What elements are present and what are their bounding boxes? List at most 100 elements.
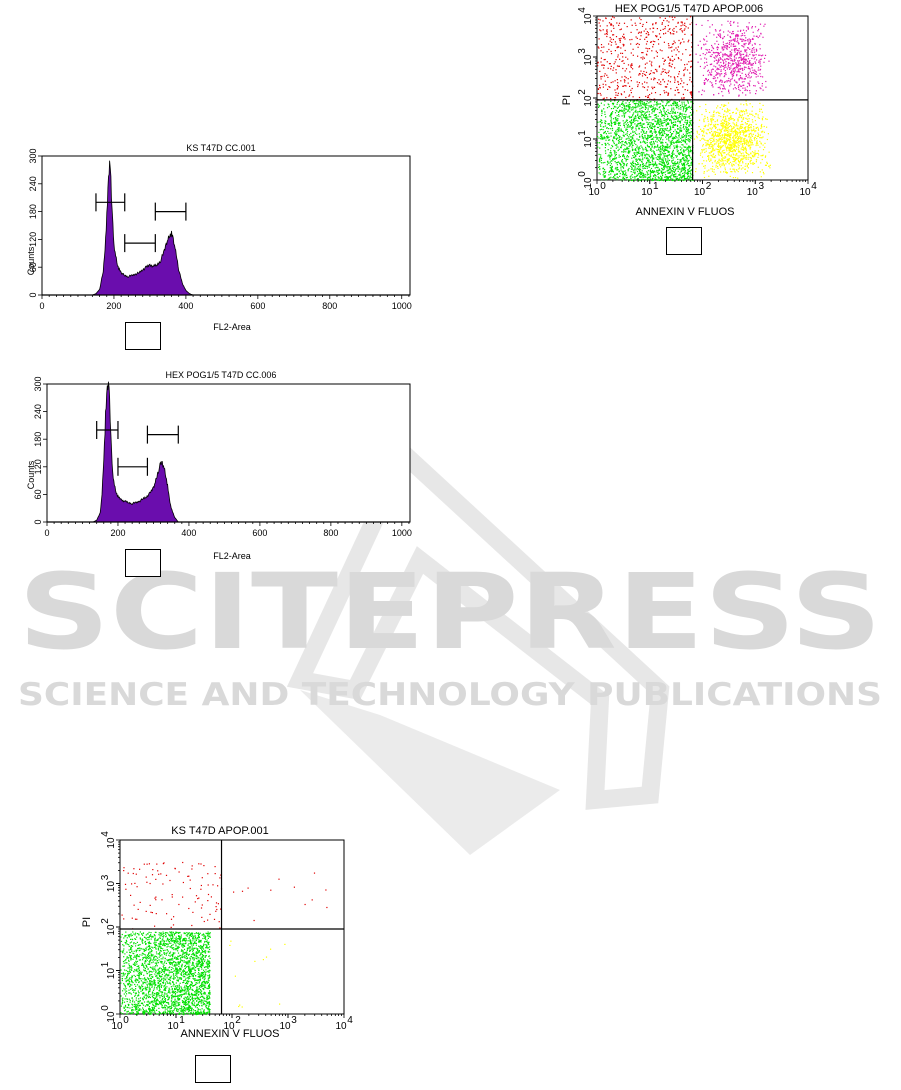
x-tick-label: 10 <box>799 187 811 198</box>
x-tick-label: 600 <box>252 528 267 538</box>
x-tick-exponent: 4 <box>811 181 817 192</box>
x-tick-exponent: 4 <box>347 1015 353 1026</box>
y-axis-label: Counts <box>26 246 36 275</box>
x-tick-label: 600 <box>250 301 265 311</box>
y-tick-label: 10 <box>583 136 594 148</box>
y-tick-label: 120 <box>28 232 38 247</box>
y-tick-label: 10 <box>106 924 117 936</box>
y-tick-exponent: 3 <box>100 874 111 880</box>
apoptosis-dotplot-hex: HEX POG1/5 T47D APOP.006 100101102103104… <box>561 3 817 218</box>
population-3 <box>695 20 770 97</box>
x-tick-label: 10 <box>641 187 653 198</box>
x-tick-label: 10 <box>747 187 759 198</box>
x-tick-label: 10 <box>694 187 706 198</box>
x-tick-exponent: 2 <box>706 181 712 192</box>
y-tick-exponent: 4 <box>577 7 588 13</box>
y-tick-label: 10 <box>583 95 594 107</box>
y-tick-label: 10 <box>583 13 594 25</box>
y-tick-label: 10 <box>583 177 594 189</box>
chart-title: KS T47D APOP.001 <box>171 825 268 837</box>
x-tick-label: 800 <box>323 528 338 538</box>
x-tick-label: 1000 <box>392 528 412 538</box>
x-tick-exponent: 0 <box>123 1015 129 1026</box>
y-tick-label: 10 <box>106 968 117 980</box>
x-tick-exponent: 1 <box>653 181 659 192</box>
x-axis-label: ANNEXIN V FLUOS <box>635 206 734 218</box>
y-tick-label: 240 <box>33 404 43 419</box>
x-tick-label: 1000 <box>392 301 412 311</box>
y-tick-label: 10 <box>583 54 594 66</box>
x-tick-exponent: 3 <box>291 1015 297 1026</box>
plot-layer: 0 200 400 600 800 1000 0 60 120 180 240 300 <box>33 376 412 538</box>
panel-label-box-1 <box>125 322 161 350</box>
apoptosis-dotplot-ks: KS T47D APOP.001 10010110210310410010110… <box>81 825 353 1040</box>
y-tick-label: 10 <box>106 837 117 849</box>
panel-label-box-3 <box>666 227 702 255</box>
x-axis-label: ANNEXIN V FLUOS <box>180 1028 279 1040</box>
y-tick-label: 180 <box>28 204 38 219</box>
y-tick-label: 10 <box>106 1011 117 1023</box>
plot-layer: 0 200 400 600 800 1000 0 60 120 180 240 300 <box>28 148 412 311</box>
x-axis-label: FL2-Area <box>213 551 251 561</box>
y-tick-exponent: 1 <box>100 961 111 967</box>
x-tick-label: 10 <box>223 1021 235 1032</box>
x-tick-exponent: 2 <box>235 1015 241 1026</box>
y-axis-label: Counts <box>26 460 36 489</box>
chart-title: KS T47D CC.001 <box>186 143 255 153</box>
x-tick-exponent: 3 <box>758 181 764 192</box>
population-1 <box>693 100 771 179</box>
population-2 <box>597 16 694 101</box>
y-tick-label: 300 <box>28 148 38 163</box>
x-tick-label: 10 <box>588 187 600 198</box>
x-tick-label: 200 <box>106 301 121 311</box>
population-3 <box>233 872 328 922</box>
y-axis-label: PI <box>81 917 93 927</box>
y-tick-label: 60 <box>33 489 43 499</box>
y-tick-label: 0 <box>28 292 38 297</box>
x-tick-label: 0 <box>39 301 44 311</box>
y-tick-exponent: 4 <box>100 831 111 837</box>
x-tick-exponent: 1 <box>179 1015 185 1026</box>
plot-frame <box>41 155 411 296</box>
x-tick-label: 400 <box>181 528 196 538</box>
y-tick-exponent: 0 <box>577 171 588 177</box>
y-tick-label: 0 <box>33 519 43 524</box>
y-tick-label: 240 <box>28 176 38 191</box>
chart-title: HEX POG1/5 T47D CC.006 <box>166 370 277 380</box>
x-tick-label: 200 <box>110 528 125 538</box>
y-tick-label: 180 <box>33 432 43 447</box>
histogram-area <box>91 381 180 523</box>
population-2 <box>121 861 223 930</box>
watermark-subtitle: SCIENCE AND TECHNOLOGY PUBLICATIONS <box>18 677 882 713</box>
x-tick-label: 0 <box>44 528 49 538</box>
plot-frame <box>596 15 809 181</box>
plot-frame <box>119 839 345 1015</box>
population-1 <box>229 940 286 1008</box>
y-tick-label: 120 <box>33 459 43 474</box>
histogram-area <box>92 160 194 296</box>
y-tick-exponent: 3 <box>577 48 588 54</box>
x-tick-label: 10 <box>279 1021 291 1032</box>
population-0 <box>120 931 211 1016</box>
x-tick-label: 400 <box>178 301 193 311</box>
x-tick-label: 10 <box>111 1021 123 1032</box>
cell-cycle-histogram-ks: KS T47D CC.001 0 200 400 600 800 1000 0 60 120 18… <box>26 143 412 332</box>
y-tick-exponent: 1 <box>577 130 588 136</box>
chart-title: HEX POG1/5 T47D APOP.006 <box>615 3 763 15</box>
panel-label-box-4 <box>195 1055 231 1083</box>
x-tick-label: 10 <box>335 1021 347 1032</box>
y-tick-label: 60 <box>28 262 38 272</box>
x-tick-exponent: 0 <box>600 181 606 192</box>
cell-cycle-histogram-hex: HEX POG1/5 T47D CC.006 0 200 400 600 800 1000… <box>26 370 412 561</box>
x-axis-label: FL2-Area <box>213 322 251 332</box>
y-tick-exponent: 2 <box>577 89 588 95</box>
y-tick-exponent: 2 <box>100 918 111 924</box>
y-tick-label: 300 <box>33 376 43 391</box>
y-tick-label: 10 <box>106 881 117 893</box>
y-axis-label: PI <box>561 95 573 105</box>
x-tick-label: 800 <box>322 301 337 311</box>
y-tick-exponent: 0 <box>100 1005 111 1011</box>
panel-label-box-2 <box>125 549 161 577</box>
